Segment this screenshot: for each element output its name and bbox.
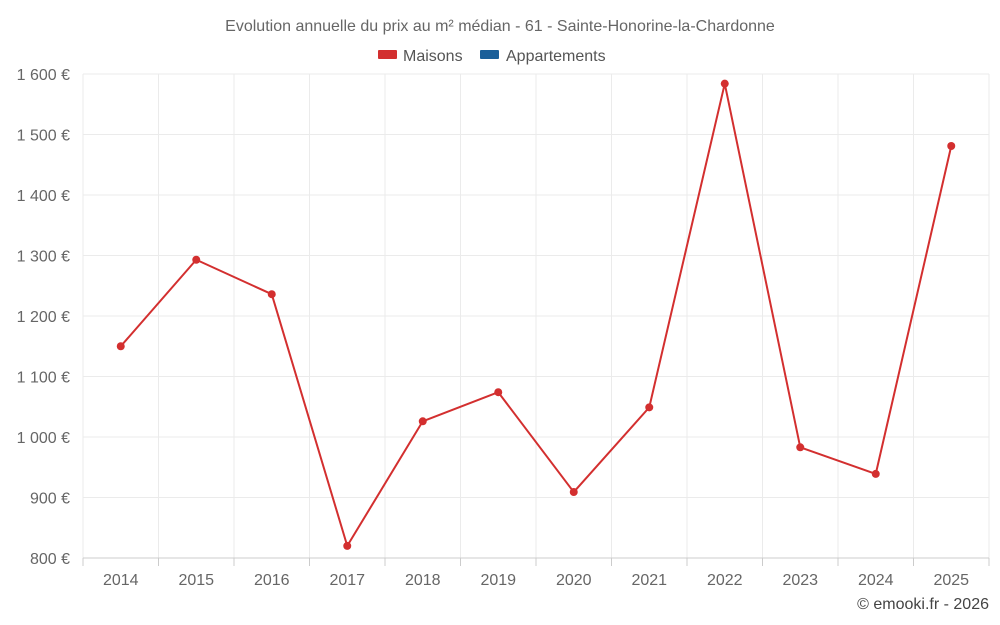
legend: Maisons Appartements: [378, 48, 606, 65]
data-point-2021[interactable]: [645, 403, 654, 412]
x-axis-ticks: 2014 2015 2016 2017 2018 2019 2020 2021 2022 2023…: [103, 572, 969, 589]
y-tick-label: 1 500 €: [17, 128, 70, 145]
data-point-2022[interactable]: [720, 79, 729, 88]
legend-swatch-maisons[interactable]: [378, 50, 397, 59]
x-tick-label: 2014: [103, 572, 139, 589]
y-tick-label: 1 000 €: [17, 430, 70, 447]
x-tick-label: 2021: [631, 572, 667, 589]
legend-swatch-appartements[interactable]: [480, 50, 499, 59]
x-tick-label: 2022: [707, 572, 743, 589]
data-point-2020[interactable]: [569, 488, 578, 497]
y-tick-label: 1 200 €: [17, 309, 70, 326]
data-point-2018[interactable]: [418, 417, 427, 426]
x-tick-label: 2019: [480, 572, 516, 589]
x-tick-label: 2016: [254, 572, 290, 589]
grid: [82, 73, 990, 559]
x-tick-label: 2018: [405, 572, 441, 589]
y-tick-label: 1 600 €: [17, 67, 70, 84]
legend-label-appartements[interactable]: Appartements: [506, 48, 606, 65]
credit: © emooki.fr - 2026: [857, 596, 989, 613]
series-line-maisons: [119, 82, 953, 547]
y-tick-label: 1 300 €: [17, 249, 70, 266]
data-point-2024[interactable]: [871, 469, 880, 478]
y-tick-label: 1 100 €: [17, 370, 70, 387]
data-point-2023[interactable]: [796, 443, 805, 452]
x-tick-label: 2024: [858, 572, 894, 589]
y-tick-label: 1 400 €: [17, 188, 70, 205]
axes: [82, 557, 990, 566]
x-tick-label: 2023: [782, 572, 818, 589]
data-point-2025[interactable]: [947, 141, 956, 150]
data-point-2016[interactable]: [267, 290, 276, 299]
chart-title: Evolution annuelle du prix au m² médian …: [225, 18, 775, 35]
data-point-2019[interactable]: [494, 388, 503, 397]
data-point-2015[interactable]: [192, 255, 201, 264]
legend-label-maisons[interactable]: Maisons: [403, 48, 463, 65]
series-maisons: [116, 79, 956, 550]
x-tick-label: 2025: [933, 572, 969, 589]
x-tick-label: 2017: [329, 572, 365, 589]
x-tick-label: 2020: [556, 572, 592, 589]
y-tick-label: 900 €: [30, 491, 70, 508]
data-point-2017[interactable]: [343, 541, 352, 550]
y-axis-ticks: 800 € 900 € 1 000 € 1 100 € 1 200 € 1 300 € 1 …: [17, 67, 70, 568]
x-tick-label: 2015: [178, 572, 214, 589]
y-tick-label: 800 €: [30, 551, 70, 568]
data-point-2014[interactable]: [116, 342, 125, 351]
